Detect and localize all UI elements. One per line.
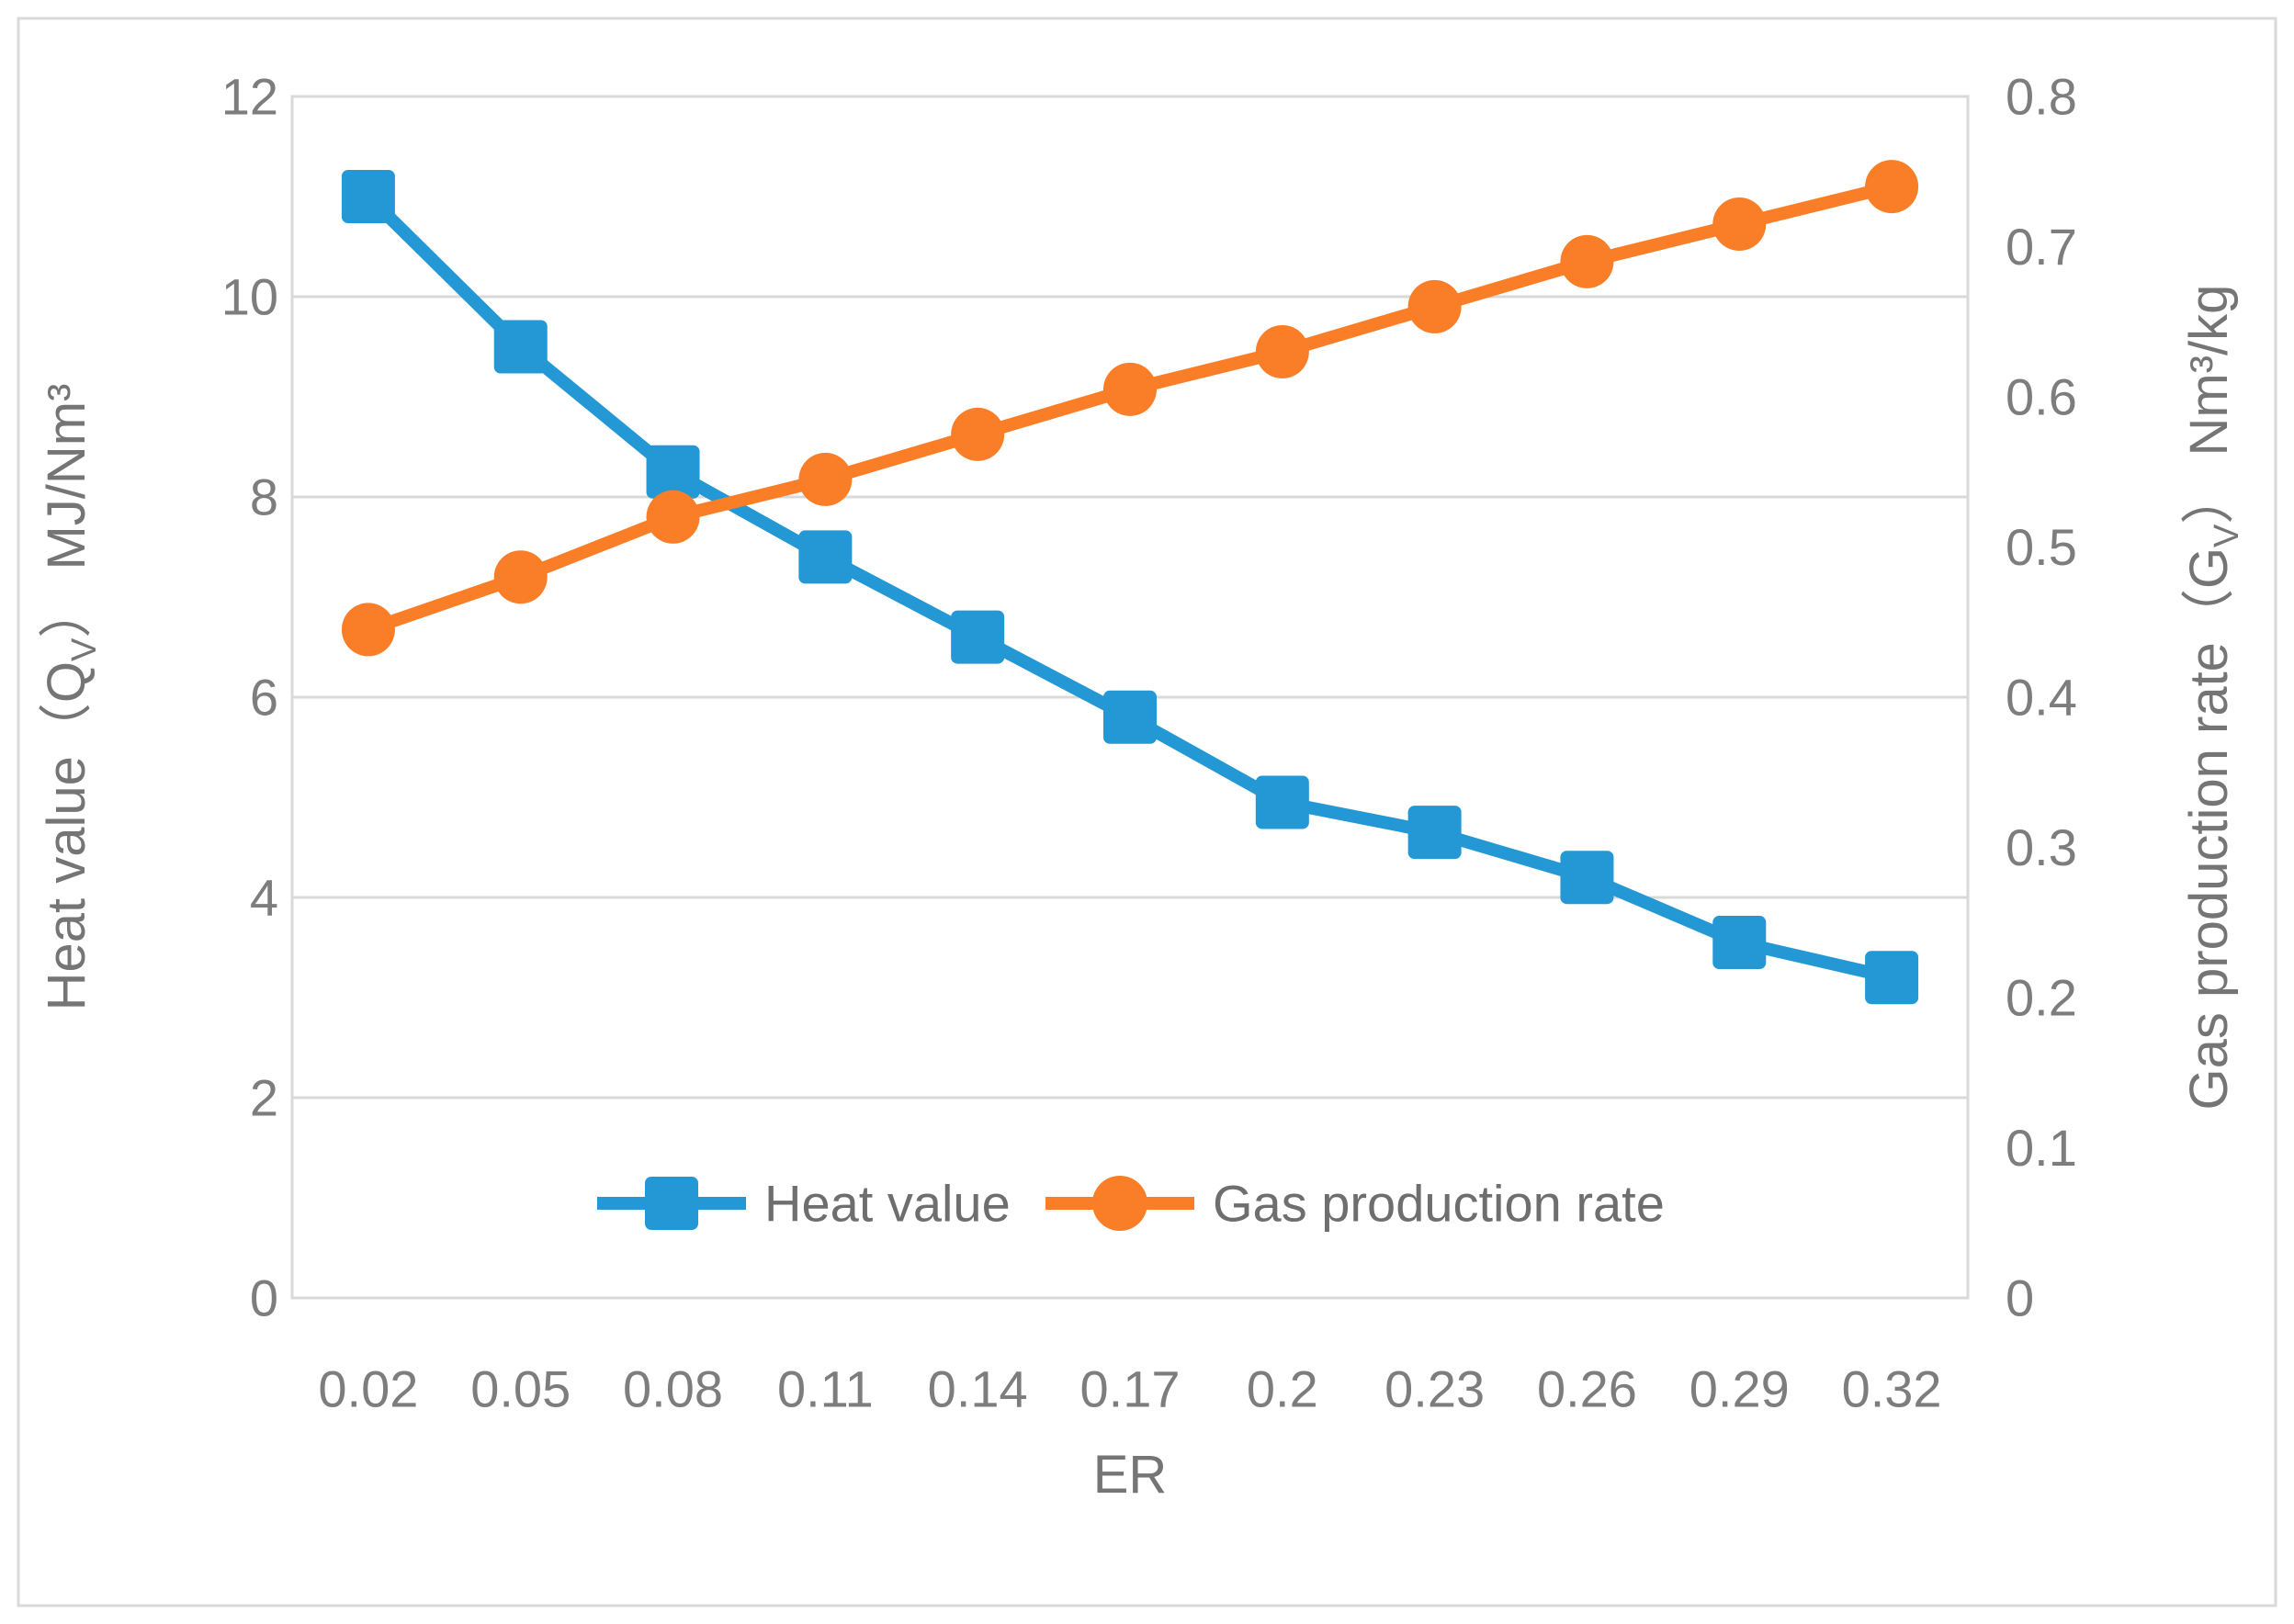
- gas-production-rate-marker: [341, 603, 395, 657]
- right-axis-tick-label: 0.2: [2006, 969, 2077, 1027]
- left-axis-tick-label: 6: [250, 669, 278, 727]
- x-axis-ticks: 0.02 0.05 0.08 0.11 0.14 0.17 0.2 0.23 0.26 0.29 0…: [318, 1360, 1941, 1418]
- left-axis-tick-label: 0: [250, 1269, 278, 1327]
- left-axis-tick-label: 2: [250, 1069, 278, 1127]
- legend-heat-value-square-marker: [645, 1177, 698, 1230]
- x-axis-tick-label: 0.11: [777, 1360, 874, 1418]
- left-axis-tick-label: 10: [221, 268, 278, 326]
- legend: Heat value Gas production rate: [597, 1175, 1665, 1233]
- heat-value-marker: [1865, 951, 1919, 1005]
- gas-production-rate-marker: [1407, 279, 1462, 333]
- x-axis-tick-label: 0.23: [1384, 1360, 1485, 1418]
- heat-value-marker: [341, 170, 395, 223]
- right-axis-tick-label: 0.3: [2006, 818, 2077, 876]
- left-axis-tick-label: 4: [250, 869, 278, 927]
- gas-production-rate-marker: [493, 550, 548, 604]
- x-axis-tick-label: 0.08: [623, 1360, 723, 1418]
- heat-value-marker: [1103, 690, 1157, 744]
- legend-label-gas-production-rate: Gas production rate: [1213, 1175, 1665, 1233]
- gas-production-rate-marker: [1560, 234, 1614, 288]
- figure-border: [17, 17, 2277, 1607]
- x-axis-title: ER: [1093, 1445, 1168, 1505]
- gas-production-rate-marker: [798, 452, 853, 506]
- gas-production-rate-marker: [1865, 160, 1919, 214]
- right-axis-tick-label: 0.7: [2006, 218, 2077, 276]
- right-axis-title: Gas production rate（GV） Nm³/kg: [2179, 285, 2246, 1111]
- heat-value-marker: [1255, 775, 1309, 829]
- left-axis-tick-label: 12: [221, 68, 278, 126]
- x-axis-tick-label: 0.05: [470, 1360, 571, 1418]
- heat-value-marker: [951, 610, 1005, 664]
- plot-area-border: [290, 95, 1970, 1300]
- x-axis-tick-label: 0.17: [1080, 1360, 1181, 1418]
- right-axis-tick-label: 0.6: [2006, 368, 2077, 426]
- x-axis-tick-label: 0.2: [1247, 1360, 1318, 1418]
- x-axis-tick-label: 0.29: [1689, 1360, 1790, 1418]
- gas-production-rate-marker: [1712, 197, 1767, 251]
- right-axis-tick-label: 0: [2006, 1269, 2034, 1327]
- x-axis-tick-label: 0.32: [1842, 1360, 1942, 1418]
- legend-label-heat-value: Heat value: [764, 1175, 1011, 1233]
- right-axis-title-subscript: V: [2208, 524, 2246, 547]
- left-axis-ticks: 0 2 4 6 8 10 12: [221, 68, 278, 1327]
- left-axis-title-subscript: V: [65, 637, 104, 661]
- gas-production-rate-marker: [646, 490, 700, 544]
- x-axis-tick-label: 0.26: [1537, 1360, 1637, 1418]
- right-axis-tick-label: 0.4: [2006, 669, 2077, 727]
- gas-production-rate-marker: [1103, 362, 1157, 416]
- left-axis-tick-label: 8: [250, 468, 278, 526]
- heat-value-marker: [1560, 851, 1614, 905]
- x-axis-tick-label: 0.02: [318, 1360, 418, 1418]
- right-axis-tick-label: 0.1: [2006, 1119, 2077, 1177]
- heat-value-marker: [493, 320, 548, 374]
- gas-production-rate-marker: [951, 407, 1005, 461]
- legend-gas-production-circle-marker: [1092, 1176, 1147, 1231]
- heat-value-marker: [646, 445, 700, 499]
- heat-value-marker: [1712, 916, 1767, 970]
- gridlines-group: [292, 295, 1968, 1100]
- right-axis-ticks: 0 0.1 0.2 0.3 0.4 0.5 0.6 0.7 0.8: [2006, 68, 2077, 1327]
- series-group: [341, 160, 1919, 1005]
- x-axis-tick-label: 0.14: [928, 1360, 1028, 1418]
- right-axis-tick-label: 0.5: [2006, 518, 2077, 576]
- gas-production-rate-marker: [1255, 324, 1309, 378]
- right-axis-tick-label: 0.8: [2006, 68, 2077, 126]
- heat-value-marker: [1407, 806, 1462, 860]
- left-axis-title: Heat value（QV） MJ/Nm³: [37, 384, 104, 1011]
- heat-value-marker: [798, 530, 853, 584]
